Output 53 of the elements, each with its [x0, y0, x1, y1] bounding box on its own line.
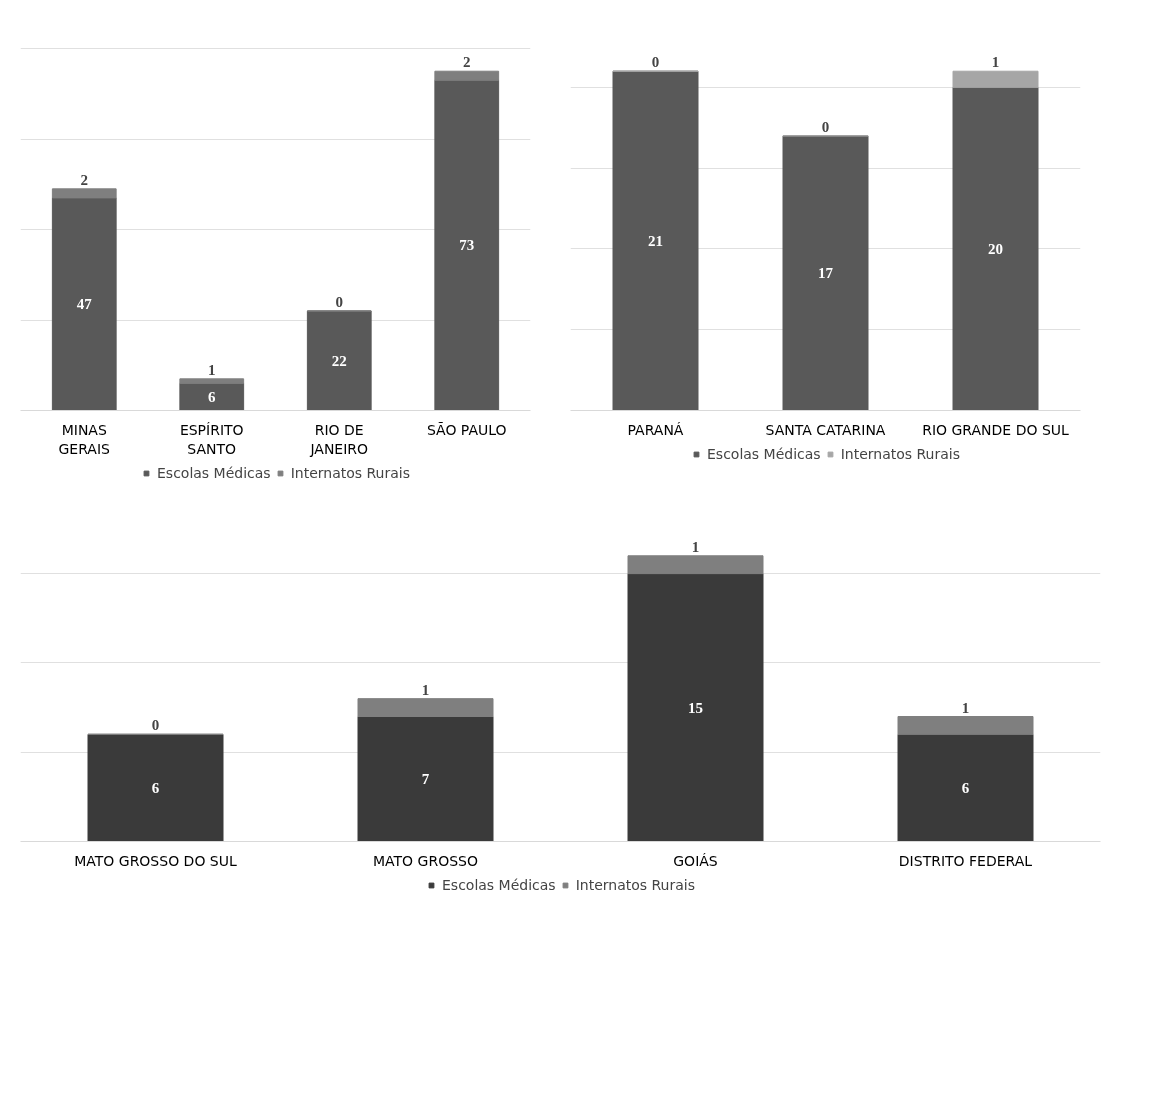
data-label: 1: [691, 538, 700, 555]
bar: [51, 188, 117, 199]
x-tick-label: SANTA CATARINA: [765, 421, 886, 438]
data-label: 73: [459, 237, 475, 254]
data-label: 6: [961, 779, 970, 796]
bar: [434, 70, 500, 81]
bar: [179, 382, 245, 411]
data-label: 6: [208, 388, 216, 405]
legend-label: Escolas Médicas: [441, 877, 556, 893]
data-label: 6: [151, 779, 160, 796]
data-label: 0: [821, 118, 830, 135]
bar: [434, 79, 500, 411]
data-label: 0: [151, 717, 160, 734]
bar: [897, 733, 1034, 842]
bar: [897, 716, 1034, 735]
x-tick-label: MINAS GERAIS: [58, 421, 111, 457]
data-label: 15: [688, 699, 703, 716]
legend-label: Internatos Rurais: [575, 877, 696, 893]
bar: [357, 698, 494, 717]
x-tick-label: RIO DE JANEIRO: [309, 421, 369, 457]
bar: [627, 555, 764, 575]
bar: [51, 197, 117, 411]
data-label: 47: [76, 296, 93, 313]
data-label: 0: [335, 293, 343, 310]
data-label: 1: [208, 361, 216, 378]
data-label: 1: [961, 699, 970, 716]
bar: [627, 573, 764, 842]
x-tick-label: ESPÍRITO SANTO: [179, 421, 244, 457]
legend-label: Internatos Rurais: [290, 465, 411, 481]
data-label: 2: [80, 171, 88, 188]
data-label: 2: [463, 54, 471, 71]
data-label: 21: [648, 232, 663, 249]
data-label: 20: [988, 240, 1003, 257]
legend-label: Escolas Médicas: [156, 465, 271, 481]
x-tick-label: MATO GROSSO DO SUL: [74, 852, 238, 869]
data-label: 22: [331, 352, 347, 369]
x-tick-label: MATO GROSSO: [373, 852, 478, 869]
data-label: 1: [991, 54, 1000, 71]
bar: [357, 716, 494, 842]
data-label: 0: [651, 54, 660, 71]
x-tick-label: SÃO PAULO: [426, 421, 507, 438]
bar: [179, 378, 245, 384]
data-label: 17: [818, 265, 834, 282]
legend-label: Internatos Rurais: [840, 446, 961, 462]
x-tick-label: GOIÁS: [673, 852, 718, 869]
x-tick-label: PARANÁ: [627, 421, 684, 438]
bar: [306, 310, 372, 411]
data-label: 1: [421, 681, 430, 698]
x-tick-label: DISTRITO FEDERAL: [898, 852, 1033, 869]
data-label: 7: [421, 771, 430, 787]
bar: [87, 733, 224, 842]
x-tick-label: RIO GRANDE DO SUL: [922, 421, 1070, 438]
legend-label: Escolas Médicas: [706, 446, 821, 462]
